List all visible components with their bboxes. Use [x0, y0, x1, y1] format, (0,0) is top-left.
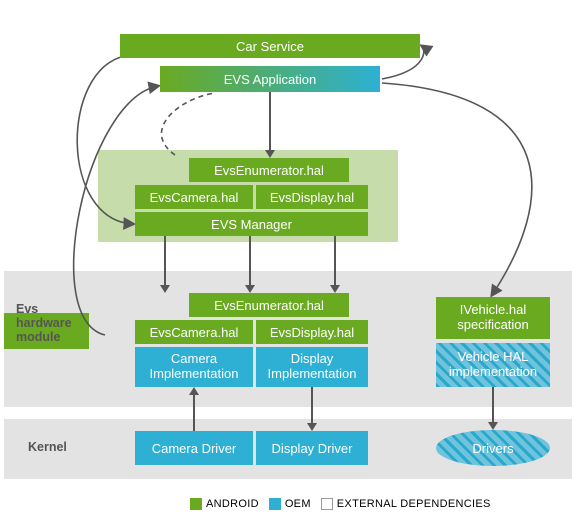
car-service-label: Car Service	[236, 39, 304, 54]
arrowhead-vhal-drivers	[488, 422, 498, 430]
arrowhead-mgr-hw3	[330, 285, 340, 293]
drivers-label: Drivers	[472, 441, 513, 456]
kernel-label: Kernel	[28, 440, 67, 454]
legend-android-swatch	[190, 498, 202, 510]
arrowhead-dispimpl-dispdrv	[307, 423, 317, 431]
legend-oem-label: OEM	[285, 498, 311, 510]
evs-display-2-box: EvsDisplay.hal	[256, 320, 368, 344]
arrowhead-mgr-hw2	[245, 285, 255, 293]
evs-hw-module-label: Evs hardware module	[16, 302, 91, 344]
evs-enumerator-1-box: EvsEnumerator.hal	[189, 158, 349, 182]
vehicle-hal-box: Vehicle HAL implementation	[436, 343, 550, 387]
arrow-app-enum	[269, 92, 271, 150]
arrowhead-app-enum	[265, 150, 275, 158]
arrow-dispimpl-dispdrv	[311, 387, 313, 423]
vehicle-hal-label: Vehicle HAL implementation	[436, 350, 550, 380]
evs-enumerator-2-box: EvsEnumerator.hal	[189, 293, 349, 317]
evs-manager-box: EVS Manager	[135, 212, 368, 236]
display-driver-label: Display Driver	[272, 441, 353, 456]
arrow-camdrv-camimpl	[193, 395, 195, 431]
camera-driver-label: Camera Driver	[152, 441, 237, 456]
evs-camera-1-label: EvsCamera.hal	[150, 190, 239, 205]
car-service-box: Car Service	[120, 34, 420, 58]
ivehicle-label: IVehicle.hal specification	[436, 303, 550, 333]
legend: ANDROID OEM EXTERNAL DEPENDENCIES	[180, 498, 491, 510]
evs-display-2-label: EvsDisplay.hal	[270, 325, 354, 340]
evs-manager-label: EVS Manager	[211, 217, 292, 232]
evs-camera-2-box: EvsCamera.hal	[135, 320, 253, 344]
arrow-vhal-drivers	[492, 387, 494, 422]
arrow-mgr-hw3	[334, 236, 336, 285]
evs-camera-1-box: EvsCamera.hal	[135, 185, 253, 209]
display-driver-box: Display Driver	[256, 431, 368, 465]
display-impl-box: Display Implementation	[256, 347, 368, 387]
evs-enumerator-2-label: EvsEnumerator.hal	[214, 298, 324, 313]
arrow-mgr-hw2	[249, 236, 251, 285]
drivers-ellipse: Drivers	[436, 430, 550, 466]
evs-display-1-label: EvsDisplay.hal	[270, 190, 354, 205]
evs-display-1-box: EvsDisplay.hal	[256, 185, 368, 209]
evs-application-label: EVS Application	[224, 72, 317, 87]
diagram-canvas: Evs hardware module Kernel Car Service E…	[0, 0, 577, 522]
evs-enumerator-1-label: EvsEnumerator.hal	[214, 163, 324, 178]
camera-driver-box: Camera Driver	[135, 431, 253, 465]
display-impl-label: Display Implementation	[256, 352, 368, 382]
arrowhead-camdrv-camimpl	[189, 387, 199, 395]
legend-oem-swatch	[269, 498, 281, 510]
arrow-mgr-hw1	[164, 236, 166, 285]
arrowhead-mgr-hw1	[160, 285, 170, 293]
evs-camera-2-label: EvsCamera.hal	[150, 325, 239, 340]
legend-ext-label: EXTERNAL DEPENDENCIES	[337, 498, 491, 510]
ivehicle-box: IVehicle.hal specification	[436, 297, 550, 339]
legend-android-label: ANDROID	[206, 498, 259, 510]
camera-impl-label: Camera Implementation	[135, 352, 253, 382]
camera-impl-box: Camera Implementation	[135, 347, 253, 387]
evs-application-box: EVS Application	[160, 66, 380, 92]
legend-ext-swatch	[321, 498, 333, 510]
